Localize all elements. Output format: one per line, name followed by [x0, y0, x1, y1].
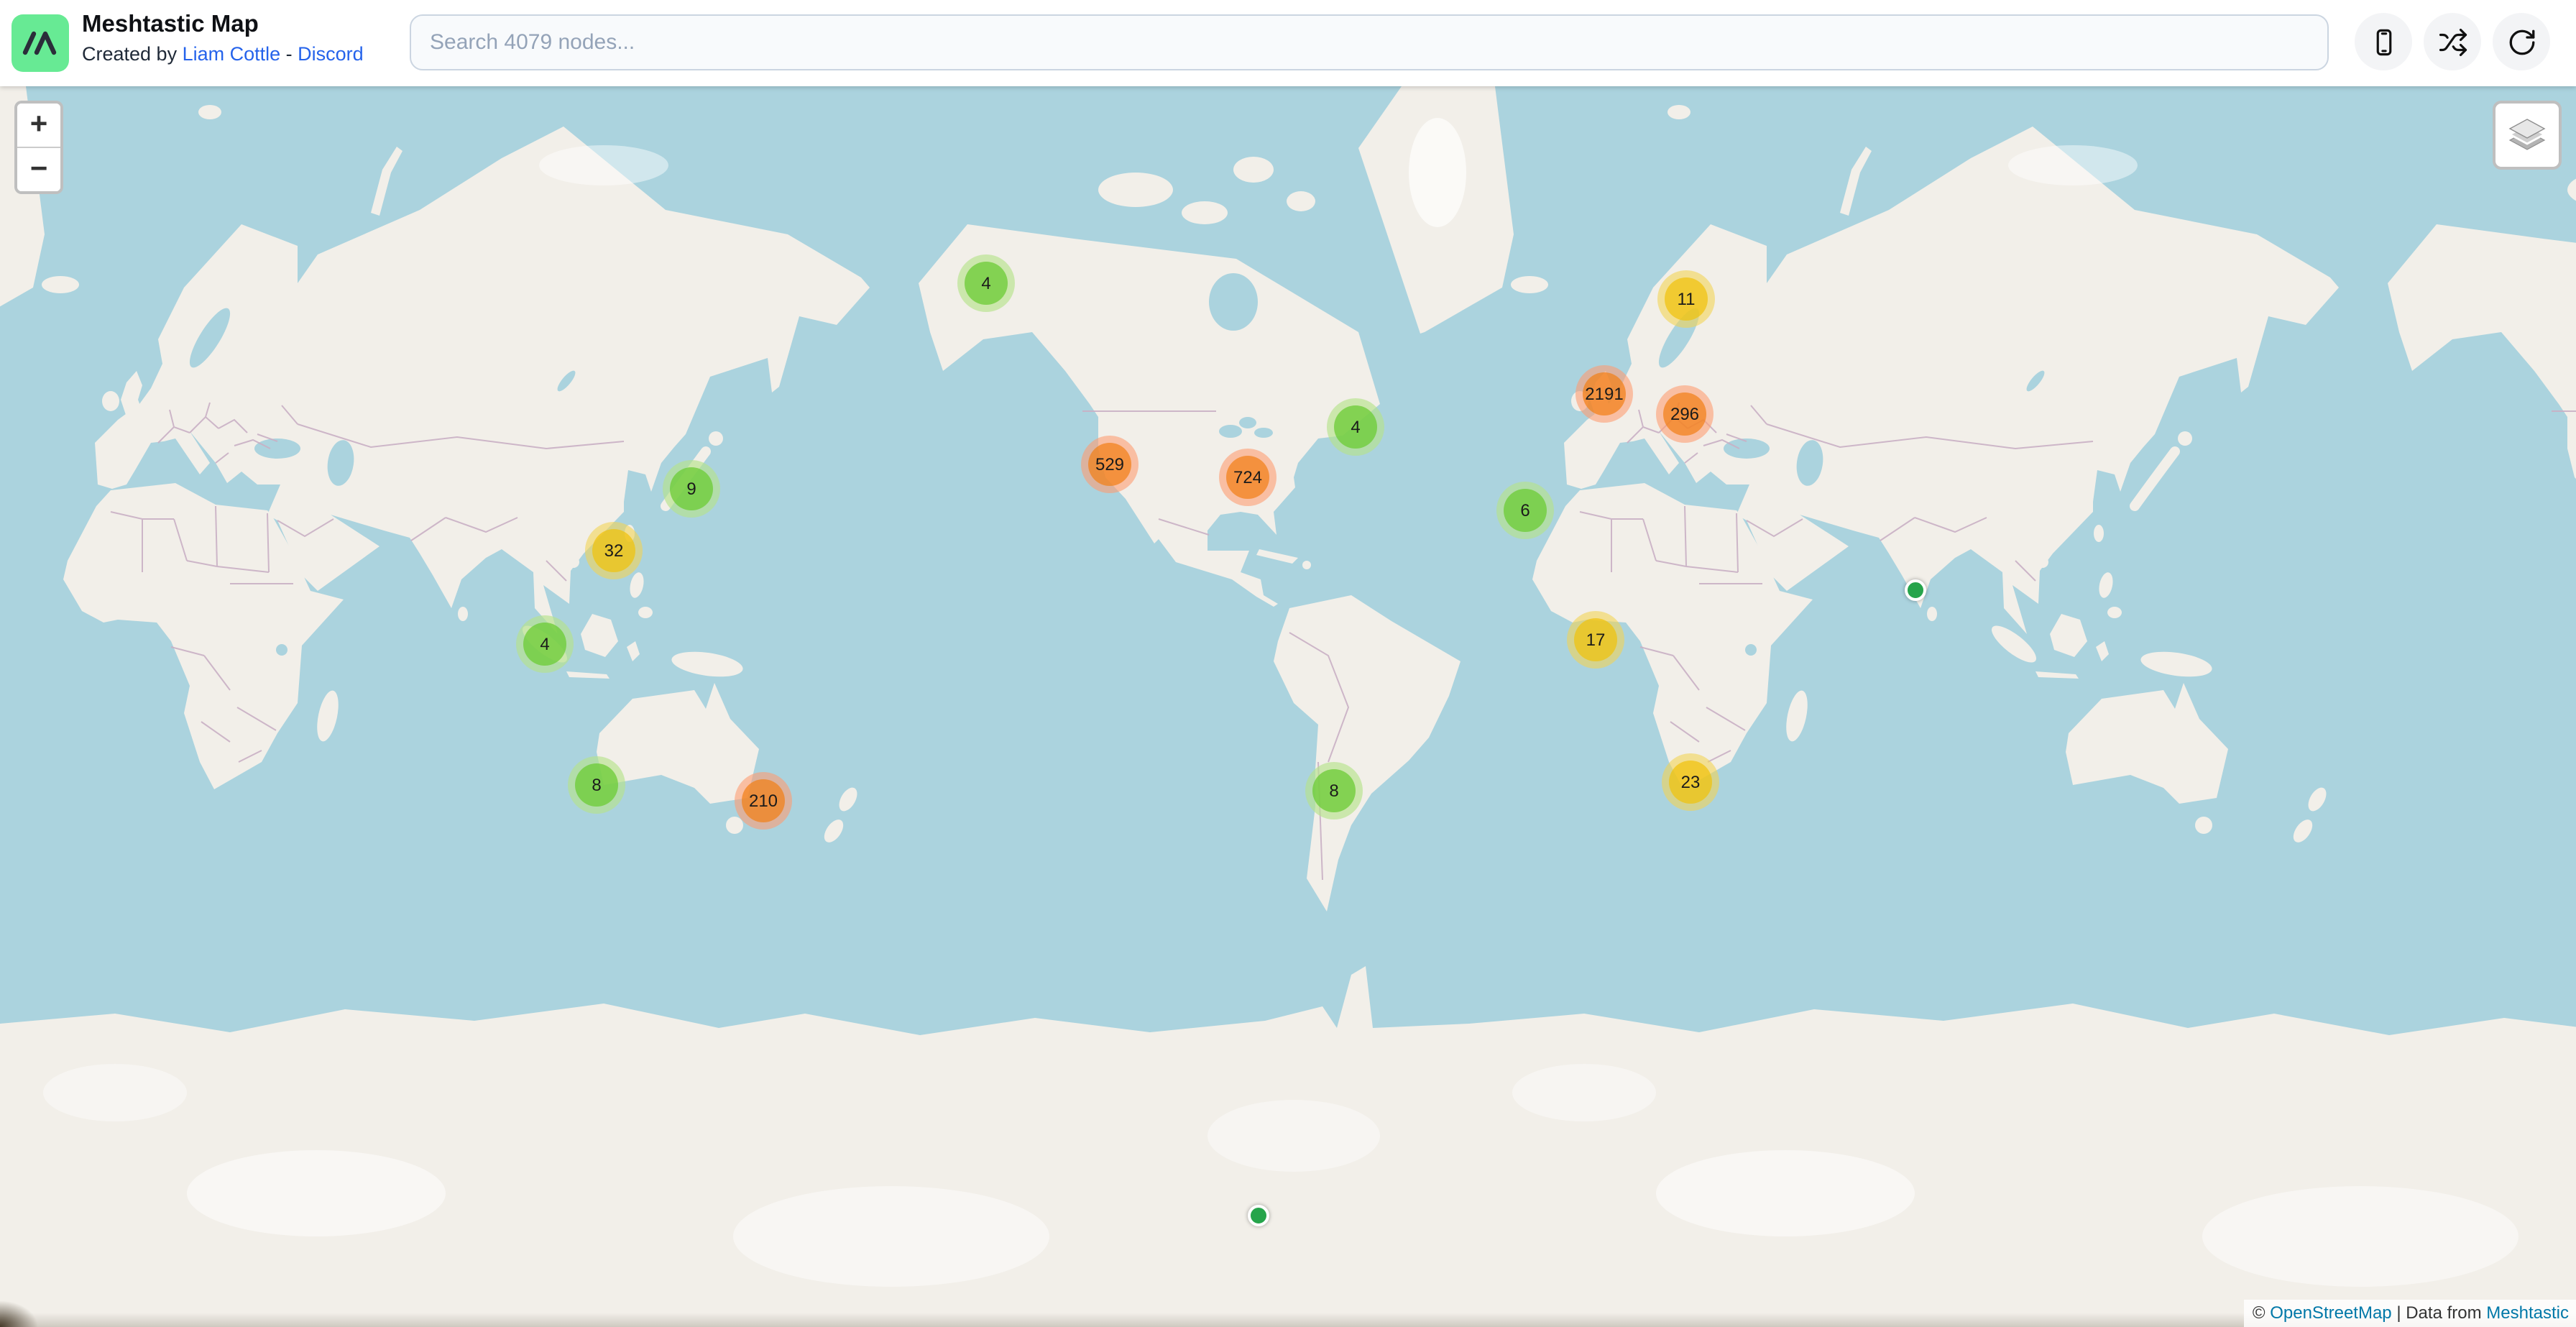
- meshtastic-logo-icon: [22, 31, 57, 55]
- refresh-icon: [2508, 29, 2534, 55]
- header-bar: Meshtastic Map Created by Liam Cottle - …: [0, 0, 2576, 86]
- discord-link[interactable]: Discord: [298, 43, 364, 65]
- cluster-count: 724: [1226, 456, 1269, 499]
- search-container: [410, 14, 2329, 70]
- cluster-marker-4[interactable]: 4: [516, 615, 574, 673]
- byline: Created by Liam Cottle - Discord: [82, 43, 364, 65]
- page-title: Meshtastic Map: [82, 12, 259, 37]
- cluster-marker-4[interactable]: 4: [957, 254, 1015, 312]
- cluster-count: 11: [1665, 277, 1708, 321]
- meshtastic-logo: [12, 14, 69, 72]
- shuffle-icon: [2438, 27, 2467, 56]
- cluster-count: 32: [592, 529, 635, 572]
- author-link[interactable]: Liam Cottle: [182, 43, 281, 65]
- cluster-count: 23: [1669, 761, 1712, 804]
- attribution-copyright: ©: [2252, 1303, 2271, 1323]
- node-marker[interactable]: [1905, 579, 1926, 601]
- zoom-control: + −: [14, 101, 63, 194]
- cluster-marker-9[interactable]: 9: [663, 460, 720, 518]
- map-attribution: © OpenStreetMap | Data from Meshtastic: [2243, 1300, 2576, 1327]
- cluster-marker-529[interactable]: 529: [1081, 436, 1138, 493]
- node-marker[interactable]: [1248, 1205, 1269, 1226]
- map-canvas[interactable]: 4 4 9 6 4 8 8 11 32 17 23 2191 296 529 724 210 + − © Op…: [0, 86, 2576, 1327]
- cluster-count: 210: [742, 779, 785, 822]
- world-map-tiles: [0, 86, 2576, 1327]
- cluster-count: 4: [523, 623, 566, 666]
- phone-icon: [2375, 28, 2391, 55]
- cluster-marker-210[interactable]: 210: [735, 772, 792, 830]
- cluster-count: 2191: [1583, 372, 1626, 415]
- cluster-marker-4[interactable]: 4: [1327, 398, 1384, 456]
- cluster-count: 296: [1663, 392, 1706, 436]
- cluster-marker-8[interactable]: 8: [1305, 762, 1363, 819]
- cluster-count: 6: [1504, 489, 1547, 532]
- cluster-marker-2191[interactable]: 2191: [1576, 365, 1633, 423]
- cluster-marker-11[interactable]: 11: [1657, 270, 1715, 328]
- cluster-count: 529: [1088, 443, 1131, 486]
- cluster-count: 9: [670, 467, 713, 510]
- cluster-count: 8: [1312, 769, 1356, 812]
- mobile-app-button[interactable]: [2355, 13, 2412, 70]
- cluster-marker-296[interactable]: 296: [1656, 385, 1714, 443]
- marker-layer: 4 4 9 6 4 8 8 11 32 17 23 2191 296 529 724 210: [0, 86, 2576, 1327]
- cluster-marker-23[interactable]: 23: [1662, 753, 1719, 811]
- search-input[interactable]: [410, 14, 2329, 70]
- cluster-count: 17: [1574, 618, 1617, 661]
- meshtastic-link[interactable]: Meshtastic: [2486, 1303, 2569, 1323]
- cluster-marker-17[interactable]: 17: [1567, 611, 1624, 669]
- zoom-out-button[interactable]: −: [17, 147, 60, 191]
- refresh-button[interactable]: [2493, 13, 2550, 70]
- cluster-marker-32[interactable]: 32: [585, 522, 643, 579]
- cluster-count: 8: [575, 763, 618, 807]
- byline-prefix: Created by: [82, 43, 183, 65]
- cluster-marker-6[interactable]: 6: [1496, 482, 1554, 539]
- cluster-marker-8[interactable]: 8: [568, 756, 625, 814]
- layers-control[interactable]: [2493, 101, 2562, 170]
- cluster-count: 4: [1334, 405, 1377, 449]
- zoom-in-button[interactable]: +: [17, 104, 60, 147]
- byline-separator: -: [280, 43, 298, 65]
- attribution-middle: | Data from: [2391, 1303, 2487, 1323]
- random-node-button[interactable]: [2424, 13, 2481, 70]
- cluster-marker-724[interactable]: 724: [1219, 449, 1276, 506]
- layers-icon: [2508, 119, 2547, 150]
- cluster-count: 4: [965, 262, 1008, 305]
- osm-link[interactable]: OpenStreetMap: [2270, 1303, 2392, 1323]
